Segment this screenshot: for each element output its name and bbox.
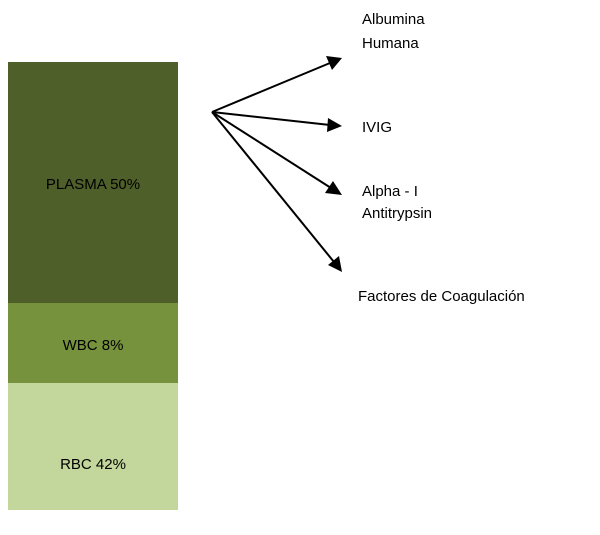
arrow-head [326,56,342,70]
arrow-head [327,118,342,132]
wbc-block [8,303,178,383]
arrow [211,111,331,126]
arrows [211,56,342,272]
product-label: Antitrypsin [362,205,432,222]
plasma-block [8,62,178,303]
product-label: Alpha - I [362,183,418,200]
arrow-head [328,256,342,272]
arrow [211,62,331,113]
arrow-head [325,181,342,195]
rbc-block [8,383,178,510]
product-label: IVIG [362,119,392,136]
product-label: Factores de Coagulación [358,288,525,305]
product-label: Humana [362,35,419,52]
arrow [211,111,332,189]
segment-label: RBC 42% [60,456,126,473]
arrow [211,111,335,263]
segment-label: PLASMA 50% [46,176,140,193]
segment-label: WBC 8% [63,337,124,354]
product-label: Albumina [362,11,425,28]
